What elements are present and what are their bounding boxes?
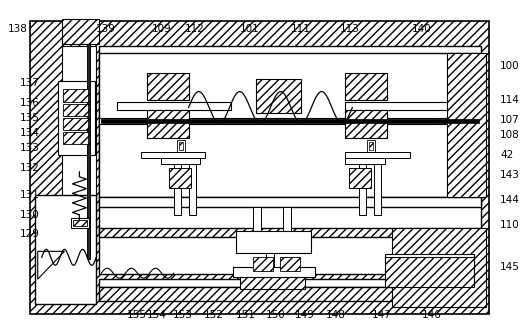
Bar bbox=[88, 21, 89, 259]
Text: 100: 100 bbox=[500, 61, 520, 71]
Bar bbox=[177, 140, 185, 152]
Text: 151: 151 bbox=[236, 310, 256, 320]
Text: 129: 129 bbox=[20, 229, 40, 239]
Text: 153: 153 bbox=[173, 310, 192, 320]
Bar bbox=[169, 168, 190, 188]
Text: 113: 113 bbox=[339, 24, 359, 34]
Bar bbox=[99, 287, 481, 301]
Text: 145: 145 bbox=[500, 262, 520, 272]
Bar bbox=[72, 217, 89, 227]
Bar bbox=[437, 118, 447, 124]
Bar bbox=[99, 197, 481, 207]
Bar bbox=[62, 46, 96, 244]
Bar bbox=[189, 160, 196, 214]
Bar bbox=[63, 118, 90, 130]
Bar bbox=[101, 119, 480, 123]
Bar bbox=[99, 118, 481, 124]
Bar bbox=[58, 81, 95, 155]
Bar bbox=[367, 140, 375, 152]
Text: 148: 148 bbox=[325, 310, 345, 320]
Text: 155: 155 bbox=[127, 310, 147, 320]
Text: 152: 152 bbox=[203, 310, 223, 320]
Bar bbox=[30, 21, 490, 314]
Bar bbox=[63, 132, 90, 144]
Text: 139: 139 bbox=[96, 24, 116, 34]
Bar bbox=[240, 271, 305, 289]
Bar bbox=[99, 53, 481, 197]
Bar bbox=[385, 254, 474, 262]
Text: 133: 133 bbox=[20, 143, 40, 153]
Text: 101: 101 bbox=[240, 24, 260, 34]
Text: 42: 42 bbox=[500, 150, 514, 160]
Bar bbox=[87, 21, 90, 259]
Bar bbox=[161, 158, 200, 164]
Bar bbox=[266, 253, 274, 271]
Text: 135: 135 bbox=[20, 113, 40, 123]
Text: 108: 108 bbox=[500, 130, 520, 140]
Bar bbox=[147, 111, 189, 138]
Text: 109: 109 bbox=[152, 24, 172, 34]
Bar bbox=[147, 73, 189, 101]
Bar bbox=[369, 142, 373, 150]
Bar bbox=[63, 89, 90, 103]
Text: 136: 136 bbox=[20, 98, 40, 109]
Bar bbox=[35, 195, 96, 304]
Bar bbox=[99, 279, 481, 287]
Bar bbox=[117, 103, 231, 111]
Bar bbox=[280, 257, 300, 271]
Text: 144: 144 bbox=[500, 195, 520, 205]
Polygon shape bbox=[38, 251, 64, 279]
Text: 132: 132 bbox=[20, 163, 40, 173]
Text: 110: 110 bbox=[500, 219, 520, 230]
Text: 138: 138 bbox=[8, 24, 28, 34]
Text: 149: 149 bbox=[295, 310, 315, 320]
Bar bbox=[236, 231, 311, 253]
Text: 134: 134 bbox=[20, 128, 40, 138]
Bar bbox=[141, 152, 206, 158]
Text: 112: 112 bbox=[185, 24, 204, 34]
Text: 147: 147 bbox=[372, 310, 392, 320]
Bar bbox=[62, 19, 99, 44]
Bar bbox=[392, 227, 486, 307]
Text: 107: 107 bbox=[500, 115, 520, 125]
Bar bbox=[345, 111, 387, 138]
Text: 114: 114 bbox=[500, 95, 520, 106]
Bar bbox=[345, 103, 460, 111]
Bar bbox=[447, 53, 486, 197]
Text: 154: 154 bbox=[147, 310, 167, 320]
Text: 150: 150 bbox=[266, 310, 286, 320]
Bar bbox=[345, 152, 410, 158]
Bar bbox=[179, 142, 183, 150]
Bar bbox=[73, 219, 87, 225]
Bar bbox=[349, 168, 371, 188]
Bar bbox=[233, 267, 315, 277]
Text: 111: 111 bbox=[291, 24, 311, 34]
Bar bbox=[253, 257, 273, 271]
Bar bbox=[437, 119, 447, 123]
Bar bbox=[374, 160, 381, 214]
Text: 140: 140 bbox=[412, 24, 431, 34]
Text: 146: 146 bbox=[422, 310, 441, 320]
Bar bbox=[99, 227, 481, 237]
Text: 137: 137 bbox=[20, 78, 40, 88]
Bar bbox=[345, 73, 387, 101]
Bar bbox=[385, 257, 474, 287]
Text: 143: 143 bbox=[500, 170, 520, 180]
Bar bbox=[99, 46, 481, 274]
Bar bbox=[256, 79, 301, 114]
Bar bbox=[345, 158, 385, 164]
Bar bbox=[63, 105, 90, 117]
Text: 130: 130 bbox=[20, 210, 40, 220]
Bar bbox=[283, 207, 291, 231]
Bar bbox=[174, 160, 180, 214]
Text: 131: 131 bbox=[20, 190, 40, 200]
Bar bbox=[359, 160, 366, 214]
Bar bbox=[253, 207, 261, 231]
